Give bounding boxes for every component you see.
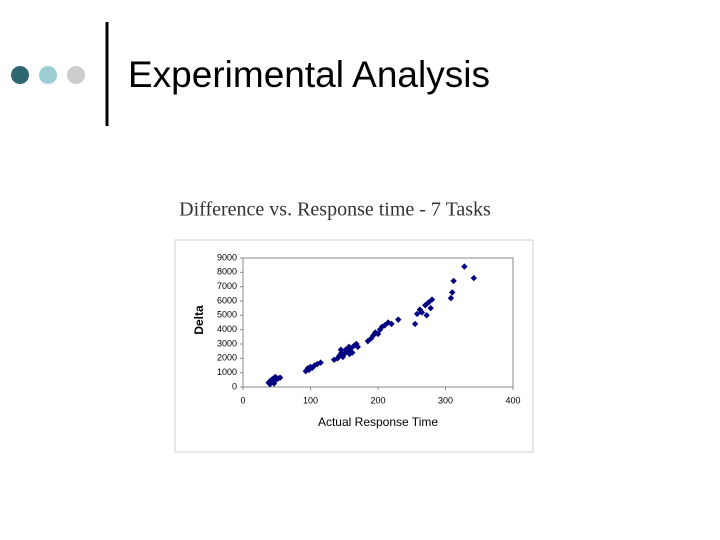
scatter-point [470, 274, 478, 282]
scatter-point [388, 320, 395, 328]
scatter-point [266, 380, 274, 388]
y-tick-label: 0 [232, 381, 237, 391]
scatter-point [461, 263, 468, 270]
y-tick-label: 9000 [217, 252, 237, 262]
bullet-dot [11, 66, 29, 84]
scatter-point [411, 320, 419, 328]
x-tick-label: 300 [438, 395, 453, 405]
y-tick-label: 7000 [217, 281, 237, 291]
x-tick-label: 400 [505, 395, 520, 405]
y-axis-label: Delta [192, 305, 206, 335]
scatter-point [354, 343, 361, 351]
slide-title: Experimental Analysis [128, 54, 490, 95]
x-tick-label: 0 [240, 395, 245, 405]
bullet-dot [67, 66, 85, 84]
scatter-point [449, 289, 456, 296]
scatter-point [413, 310, 421, 318]
y-tick-label: 6000 [217, 295, 237, 305]
plot-area [242, 257, 514, 388]
y-tick-label: 1000 [217, 367, 237, 377]
scatter-point [276, 374, 284, 381]
y-tick-label: 8000 [217, 267, 237, 277]
scatter-point [305, 366, 313, 373]
scatter-point [450, 277, 457, 285]
scatter-point [427, 304, 434, 312]
y-tick-label: 2000 [217, 353, 237, 363]
scatter-point [395, 316, 402, 323]
scatter-point [317, 359, 324, 366]
scatter-point [423, 312, 430, 319]
x-tick-label: 100 [303, 395, 318, 405]
x-axis-label: Actual Response Time [318, 415, 438, 429]
scatter-point [337, 346, 345, 353]
scatter-point [346, 350, 353, 358]
chart-title: Difference vs. Response time - 7 Tasks [179, 199, 491, 221]
y-tick-label: 4000 [217, 324, 237, 334]
y-tick-label: 5000 [217, 310, 237, 320]
bullet-dot [39, 66, 57, 84]
scatter-point [447, 294, 455, 302]
y-tick-label: 3000 [217, 338, 237, 348]
x-tick-label: 200 [370, 395, 385, 405]
scatter-point [428, 296, 436, 303]
scatter-point [270, 380, 278, 387]
scatter-point [418, 309, 426, 316]
